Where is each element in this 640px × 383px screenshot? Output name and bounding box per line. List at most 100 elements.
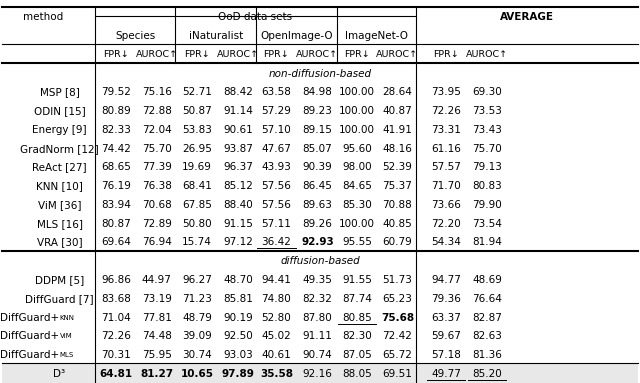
Text: 61.16: 61.16 — [431, 144, 461, 154]
Text: 76.19: 76.19 — [101, 181, 131, 191]
Text: 81.27: 81.27 — [140, 369, 173, 379]
Text: Species: Species — [115, 31, 155, 41]
Text: AUROC↑: AUROC↑ — [296, 50, 339, 59]
Text: 69.64: 69.64 — [101, 237, 131, 247]
Text: 72.89: 72.89 — [142, 219, 172, 229]
Text: 89.23: 89.23 — [303, 106, 332, 116]
Text: 100.00: 100.00 — [339, 125, 375, 135]
Text: 79.52: 79.52 — [101, 87, 131, 97]
Text: 63.58: 63.58 — [262, 87, 291, 97]
Text: 36.42: 36.42 — [262, 237, 291, 247]
Text: 76.64: 76.64 — [472, 294, 502, 304]
Text: 19.69: 19.69 — [182, 162, 212, 172]
Text: 80.83: 80.83 — [472, 181, 502, 191]
Text: 52.80: 52.80 — [262, 313, 291, 322]
Text: 57.10: 57.10 — [262, 125, 291, 135]
Text: 93.87: 93.87 — [223, 144, 253, 154]
Text: 89.63: 89.63 — [303, 200, 332, 210]
Text: 95.60: 95.60 — [342, 144, 372, 154]
Text: DiffGuard+: DiffGuard+ — [1, 350, 60, 360]
Text: 85.20: 85.20 — [472, 369, 502, 379]
Text: 85.30: 85.30 — [342, 200, 372, 210]
Text: 100.00: 100.00 — [339, 87, 375, 97]
Text: 75.70: 75.70 — [472, 144, 502, 154]
Text: 91.55: 91.55 — [342, 275, 372, 285]
Text: FPR↓: FPR↓ — [184, 50, 210, 59]
Text: 53.83: 53.83 — [182, 125, 212, 135]
Text: 82.33: 82.33 — [101, 125, 131, 135]
Text: 73.53: 73.53 — [472, 106, 502, 116]
Text: ImageNet-O: ImageNet-O — [345, 31, 408, 41]
Text: ViM [36]: ViM [36] — [38, 200, 81, 210]
Text: 90.74: 90.74 — [303, 350, 332, 360]
Text: 81.94: 81.94 — [472, 237, 502, 247]
Text: 26.95: 26.95 — [182, 144, 212, 154]
Text: 54.34: 54.34 — [431, 237, 461, 247]
Text: MSP [8]: MSP [8] — [40, 87, 79, 97]
Text: FPR↓: FPR↓ — [264, 50, 289, 59]
Text: 35.58: 35.58 — [260, 369, 293, 379]
Text: 49.35: 49.35 — [303, 275, 332, 285]
Text: 96.27: 96.27 — [182, 275, 212, 285]
Text: 92.16: 92.16 — [303, 369, 332, 379]
Text: 72.88: 72.88 — [142, 106, 172, 116]
Text: 57.56: 57.56 — [262, 181, 291, 191]
Text: 79.36: 79.36 — [431, 294, 461, 304]
Text: 50.87: 50.87 — [182, 106, 212, 116]
Text: 69.51: 69.51 — [383, 369, 412, 379]
Text: 85.07: 85.07 — [303, 144, 332, 154]
Text: 72.26: 72.26 — [431, 106, 461, 116]
Text: 70.31: 70.31 — [101, 350, 131, 360]
Text: 48.16: 48.16 — [383, 144, 412, 154]
Text: 93.03: 93.03 — [223, 350, 253, 360]
Text: 70.68: 70.68 — [142, 200, 172, 210]
Text: 92.50: 92.50 — [223, 331, 253, 341]
Text: 52.71: 52.71 — [182, 87, 212, 97]
Text: 72.26: 72.26 — [101, 331, 131, 341]
Text: 64.81: 64.81 — [99, 369, 132, 379]
Text: 94.41: 94.41 — [262, 275, 291, 285]
Text: 52.39: 52.39 — [383, 162, 412, 172]
Text: 74.80: 74.80 — [262, 294, 291, 304]
Text: 82.30: 82.30 — [342, 331, 372, 341]
Text: 65.72: 65.72 — [383, 350, 412, 360]
Text: 88.05: 88.05 — [342, 369, 372, 379]
Text: 88.40: 88.40 — [223, 200, 253, 210]
Text: VRA [30]: VRA [30] — [36, 237, 83, 247]
Text: iNaturalist: iNaturalist — [189, 31, 243, 41]
Text: 80.89: 80.89 — [101, 106, 131, 116]
Text: 43.93: 43.93 — [262, 162, 291, 172]
Text: 96.37: 96.37 — [223, 162, 253, 172]
Text: 57.29: 57.29 — [262, 106, 291, 116]
Text: 68.65: 68.65 — [101, 162, 131, 172]
Text: Energy [9]: Energy [9] — [32, 125, 87, 135]
Text: 90.19: 90.19 — [223, 313, 253, 322]
Text: 82.63: 82.63 — [472, 331, 502, 341]
Text: 48.69: 48.69 — [472, 275, 502, 285]
Text: 76.94: 76.94 — [142, 237, 172, 247]
Text: OoD data sets: OoD data sets — [218, 12, 292, 22]
Text: 98.00: 98.00 — [342, 162, 372, 172]
Text: 70.88: 70.88 — [383, 200, 412, 210]
Text: FPR↓: FPR↓ — [103, 50, 129, 59]
Text: 92.93: 92.93 — [301, 237, 334, 247]
Text: 48.70: 48.70 — [223, 275, 253, 285]
Text: 87.80: 87.80 — [303, 313, 332, 322]
Text: 77.81: 77.81 — [142, 313, 172, 322]
Text: FPR↓: FPR↓ — [433, 50, 459, 59]
Text: 87.74: 87.74 — [342, 294, 372, 304]
Text: 91.11: 91.11 — [303, 331, 332, 341]
Text: 87.05: 87.05 — [342, 350, 372, 360]
Text: 40.61: 40.61 — [262, 350, 291, 360]
Text: 28.64: 28.64 — [383, 87, 412, 97]
Text: 86.45: 86.45 — [303, 181, 332, 191]
Text: 44.97: 44.97 — [142, 275, 172, 285]
Text: 48.79: 48.79 — [182, 313, 212, 322]
Text: 75.70: 75.70 — [142, 144, 172, 154]
Text: 67.85: 67.85 — [182, 200, 212, 210]
Text: 74.42: 74.42 — [101, 144, 131, 154]
Text: 83.68: 83.68 — [101, 294, 131, 304]
Text: 90.39: 90.39 — [303, 162, 332, 172]
Text: 94.77: 94.77 — [431, 275, 461, 285]
Text: AUROC↑: AUROC↑ — [136, 50, 178, 59]
